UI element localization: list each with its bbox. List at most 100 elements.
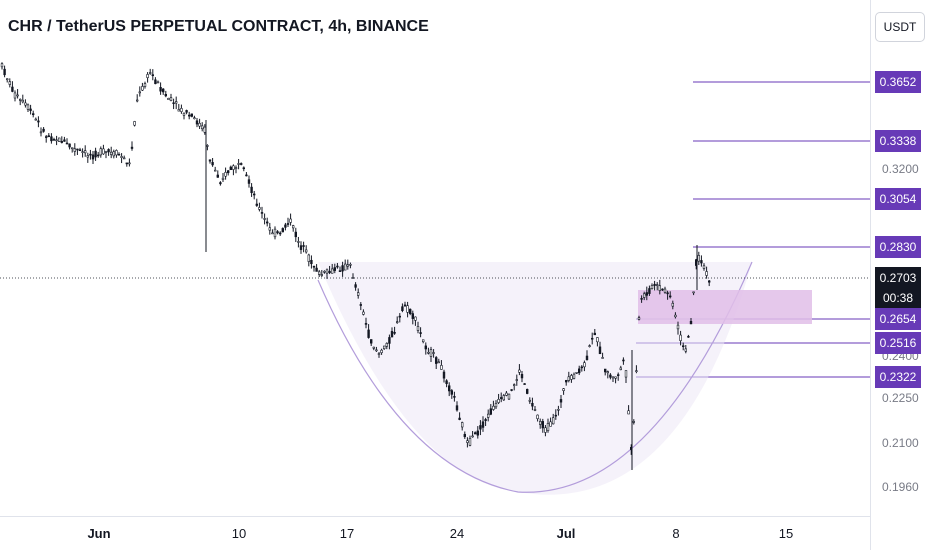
candle-body	[229, 166, 232, 171]
candle-body	[120, 156, 123, 158]
candle-body	[3, 68, 6, 76]
candle-body	[91, 154, 95, 160]
candle-body	[414, 316, 417, 321]
candle-body	[99, 148, 103, 156]
candle-body	[380, 349, 383, 353]
price-chart[interactable]	[0, 0, 870, 516]
candle-body	[442, 371, 446, 379]
candle-body	[403, 304, 407, 307]
candle-body	[468, 438, 472, 446]
candle-body	[188, 114, 191, 117]
candle-body	[255, 203, 258, 206]
candle-body	[312, 265, 316, 268]
candle-body	[351, 277, 355, 279]
candle-body	[445, 380, 448, 384]
candle-body	[110, 151, 113, 155]
candle-body	[232, 165, 235, 170]
candle-body	[317, 271, 321, 275]
candle-body	[107, 149, 110, 153]
candle-body	[408, 308, 412, 314]
candle-body	[585, 355, 589, 361]
candle-body	[180, 108, 183, 112]
price-axis-separator	[870, 0, 871, 550]
candle-body	[681, 345, 685, 348]
candle-body	[632, 421, 636, 423]
candle-body	[304, 249, 308, 253]
time-label: 17	[339, 526, 355, 541]
candle-body	[208, 159, 212, 162]
candle-body	[557, 408, 560, 411]
candle-body	[494, 403, 498, 408]
candle-body	[616, 374, 620, 376]
candle-body	[216, 174, 219, 178]
candle-body	[291, 225, 295, 229]
candle-body	[128, 162, 131, 165]
candle-body	[692, 291, 695, 294]
candle-body	[671, 302, 675, 307]
currency-button[interactable]: USDT	[875, 12, 925, 42]
candle-body	[533, 409, 537, 411]
bar-countdown: 00:38	[875, 288, 921, 308]
candle-body	[195, 120, 199, 125]
time-axis[interactable]: Jun 10 17 24 Jul 8 15	[0, 516, 870, 551]
candle-body	[614, 376, 617, 379]
candle-body	[50, 136, 53, 142]
candle-body	[658, 285, 662, 291]
level-price-tag: 0.3652	[875, 71, 921, 93]
candle-body	[182, 112, 186, 116]
candle-body	[375, 349, 378, 352]
time-label: 8	[672, 526, 680, 541]
candle-body	[603, 368, 607, 373]
candle-body	[185, 110, 188, 113]
candle-body	[564, 380, 568, 383]
candle-body	[159, 87, 162, 92]
candle-body	[645, 292, 649, 296]
candle-body	[479, 425, 482, 430]
candle-body	[536, 414, 539, 420]
candle-body	[676, 324, 680, 330]
candle-body	[237, 163, 240, 165]
candle-body	[8, 81, 11, 85]
candle-body	[156, 81, 160, 84]
candle-body	[525, 389, 529, 394]
candle-body	[234, 167, 238, 170]
candle-body	[242, 167, 245, 170]
candle-body	[554, 414, 558, 417]
time-label: Jul	[556, 526, 576, 541]
candle-body	[598, 346, 602, 355]
candle-body	[473, 432, 477, 435]
candle-body	[502, 395, 505, 401]
time-label: Jun	[87, 526, 111, 541]
candle-body	[258, 207, 261, 210]
candle-body	[349, 264, 352, 266]
candle-body	[583, 362, 586, 368]
candle-body	[130, 146, 134, 149]
candle-body	[546, 423, 550, 431]
candle-body	[453, 396, 456, 398]
candle-body	[596, 337, 599, 343]
candle-body	[60, 141, 64, 143]
candle-body	[460, 422, 464, 428]
candle-body	[276, 231, 279, 234]
candle-body	[611, 376, 615, 379]
candle-body	[364, 323, 368, 325]
candle-body	[609, 374, 612, 378]
candle-body	[102, 148, 105, 155]
candle-body	[637, 317, 641, 320]
candle-body	[302, 245, 305, 247]
candle-body	[117, 153, 121, 156]
candle-body	[700, 260, 703, 264]
candle-body	[416, 326, 420, 331]
candle-body	[24, 102, 27, 106]
candle-body	[198, 122, 201, 127]
candle-body	[65, 142, 69, 145]
candle-body	[622, 359, 625, 362]
candle-body	[421, 339, 425, 343]
candle-body	[648, 288, 651, 294]
candle-body	[143, 83, 147, 87]
candle-body	[601, 357, 604, 359]
candle-body	[76, 148, 79, 151]
candle-body	[154, 79, 157, 85]
candle-body	[497, 399, 500, 403]
candle-body	[393, 332, 396, 334]
